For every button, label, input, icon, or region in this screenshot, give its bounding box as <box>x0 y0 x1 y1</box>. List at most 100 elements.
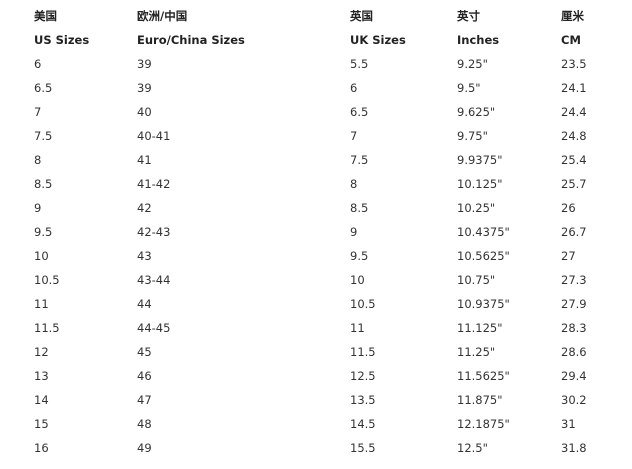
cell-us-size: 14 <box>34 393 49 407</box>
cell-us-size: 7.5 <box>34 129 53 143</box>
cell-euro-size: 41-42 <box>137 177 171 191</box>
cell-us-size: 11.5 <box>34 321 60 335</box>
table-row: 11.5 44-45 11 11.125" 28.3 <box>30 316 621 340</box>
header-cn-inches: 英寸 <box>457 9 480 23</box>
cell-us-size: 7 <box>34 105 42 119</box>
table-row: 16 49 15.5 12.5" 31.8 <box>30 436 621 460</box>
cell-uk-size: 8.5 <box>350 201 369 215</box>
cell-inches: 9.9375" <box>457 153 503 167</box>
cell-us-size: 8 <box>34 153 42 167</box>
cell-cm: 26.7 <box>561 225 587 239</box>
cell-uk-size: 10 <box>350 273 365 287</box>
header-euro: Euro/China Sizes <box>137 33 245 47</box>
cell-uk-size: 9 <box>350 225 358 239</box>
cell-uk-size: 15.5 <box>350 441 376 455</box>
table-row: 7 40 6.5 9.625" 24.4 <box>30 100 621 124</box>
cell-us-size: 8.5 <box>34 177 53 191</box>
table-row: 12 45 11.5 11.25" 28.6 <box>30 340 621 364</box>
cell-us-size: 6 <box>34 57 42 71</box>
cell-cm: 29.4 <box>561 369 587 383</box>
table-row: 8 41 7.5 9.9375" 25.4 <box>30 148 621 172</box>
table-row: 6 39 5.5 9.25" 23.5 <box>30 52 621 76</box>
cell-us-size: 11 <box>34 297 49 311</box>
cell-cm: 28.3 <box>561 321 587 335</box>
table-row: 7.5 40-41 7 9.75" 24.8 <box>30 124 621 148</box>
table-row: 15 48 14.5 12.1875" 31 <box>30 412 621 436</box>
header-cm: CM <box>561 33 581 47</box>
cell-cm: 31.8 <box>561 441 587 455</box>
cell-inches: 10.5625" <box>457 249 510 263</box>
cell-uk-size: 8 <box>350 177 358 191</box>
cell-inches: 10.125" <box>457 177 503 191</box>
cell-inches: 11.875" <box>457 393 503 407</box>
cell-uk-size: 5.5 <box>350 57 369 71</box>
cell-inches: 10.75" <box>457 273 496 287</box>
cell-inches: 9.625" <box>457 105 496 119</box>
table-row: 10 43 9.5 10.5625" 27 <box>30 244 621 268</box>
cell-euro-size: 44 <box>137 297 152 311</box>
table-row: 8.5 41-42 8 10.125" 25.7 <box>30 172 621 196</box>
cell-inches: 10.9375" <box>457 297 510 311</box>
cell-cm: 27.9 <box>561 297 587 311</box>
cell-euro-size: 48 <box>137 417 152 431</box>
cell-us-size: 9 <box>34 201 42 215</box>
cell-inches: 9.75" <box>457 129 488 143</box>
cell-euro-size: 39 <box>137 57 152 71</box>
table-row: 6.5 39 6 9.5" 24.1 <box>30 76 621 100</box>
cell-us-size: 10 <box>34 249 49 263</box>
cell-euro-size: 43 <box>137 249 152 263</box>
size-chart-table: 美国 欧洲/中国 英国 英寸 厘米 US Sizes Euro/China Si… <box>30 4 621 460</box>
cell-inches: 11.125" <box>457 321 503 335</box>
cell-us-size: 9.5 <box>34 225 53 239</box>
cell-cm: 24.1 <box>561 81 587 95</box>
cell-uk-size: 12.5 <box>350 369 376 383</box>
cell-euro-size: 42-43 <box>137 225 171 239</box>
cell-euro-size: 46 <box>137 369 152 383</box>
header-inches: Inches <box>457 33 500 47</box>
header-uk: UK Sizes <box>350 33 406 47</box>
cell-cm: 24.8 <box>561 129 587 143</box>
cell-cm: 23.5 <box>561 57 587 71</box>
table-row: 11 44 10.5 10.9375" 27.9 <box>30 292 621 316</box>
cell-inches: 12.1875" <box>457 417 510 431</box>
table-row: 14 47 13.5 11.875" 30.2 <box>30 388 621 412</box>
table-row: 13 46 12.5 11.5625" 29.4 <box>30 364 621 388</box>
cell-cm: 25.4 <box>561 153 587 167</box>
cell-cm: 25.7 <box>561 177 587 191</box>
cell-uk-size: 10.5 <box>350 297 376 311</box>
cell-inches: 11.5625" <box>457 369 510 383</box>
cell-euro-size: 47 <box>137 393 152 407</box>
cell-euro-size: 45 <box>137 345 152 359</box>
cell-inches: 12.5" <box>457 441 488 455</box>
table-row: 10.5 43-44 10 10.75" 27.3 <box>30 268 621 292</box>
header-row-english: US Sizes Euro/China Sizes UK Sizes Inche… <box>30 28 621 52</box>
cell-euro-size: 40 <box>137 105 152 119</box>
cell-cm: 28.6 <box>561 345 587 359</box>
cell-uk-size: 7.5 <box>350 153 369 167</box>
cell-euro-size: 41 <box>137 153 152 167</box>
cell-inches: 9.25" <box>457 57 488 71</box>
header-cn-us: 美国 <box>34 9 57 23</box>
cell-us-size: 13 <box>34 369 49 383</box>
cell-uk-size: 11 <box>350 321 365 335</box>
cell-inches: 9.5" <box>457 81 481 95</box>
cell-uk-size: 6 <box>350 81 358 95</box>
cell-us-size: 6.5 <box>34 81 53 95</box>
cell-inches: 11.25" <box>457 345 496 359</box>
cell-uk-size: 7 <box>350 129 358 143</box>
cell-euro-size: 49 <box>137 441 152 455</box>
table-row: 9.5 42-43 9 10.4375" 26.7 <box>30 220 621 244</box>
header-row-chinese: 美国 欧洲/中国 英国 英寸 厘米 <box>30 4 621 28</box>
cell-euro-size: 39 <box>137 81 152 95</box>
cell-euro-size: 42 <box>137 201 152 215</box>
cell-cm: 24.4 <box>561 105 587 119</box>
cell-uk-size: 13.5 <box>350 393 376 407</box>
cell-euro-size: 40-41 <box>137 129 171 143</box>
header-us: US Sizes <box>34 33 90 47</box>
cell-us-size: 16 <box>34 441 49 455</box>
cell-uk-size: 11.5 <box>350 345 376 359</box>
cell-uk-size: 6.5 <box>350 105 369 119</box>
header-cn-uk: 英国 <box>350 9 373 23</box>
cell-inches: 10.25" <box>457 201 496 215</box>
table-row: 9 42 8.5 10.25" 26 <box>30 196 621 220</box>
